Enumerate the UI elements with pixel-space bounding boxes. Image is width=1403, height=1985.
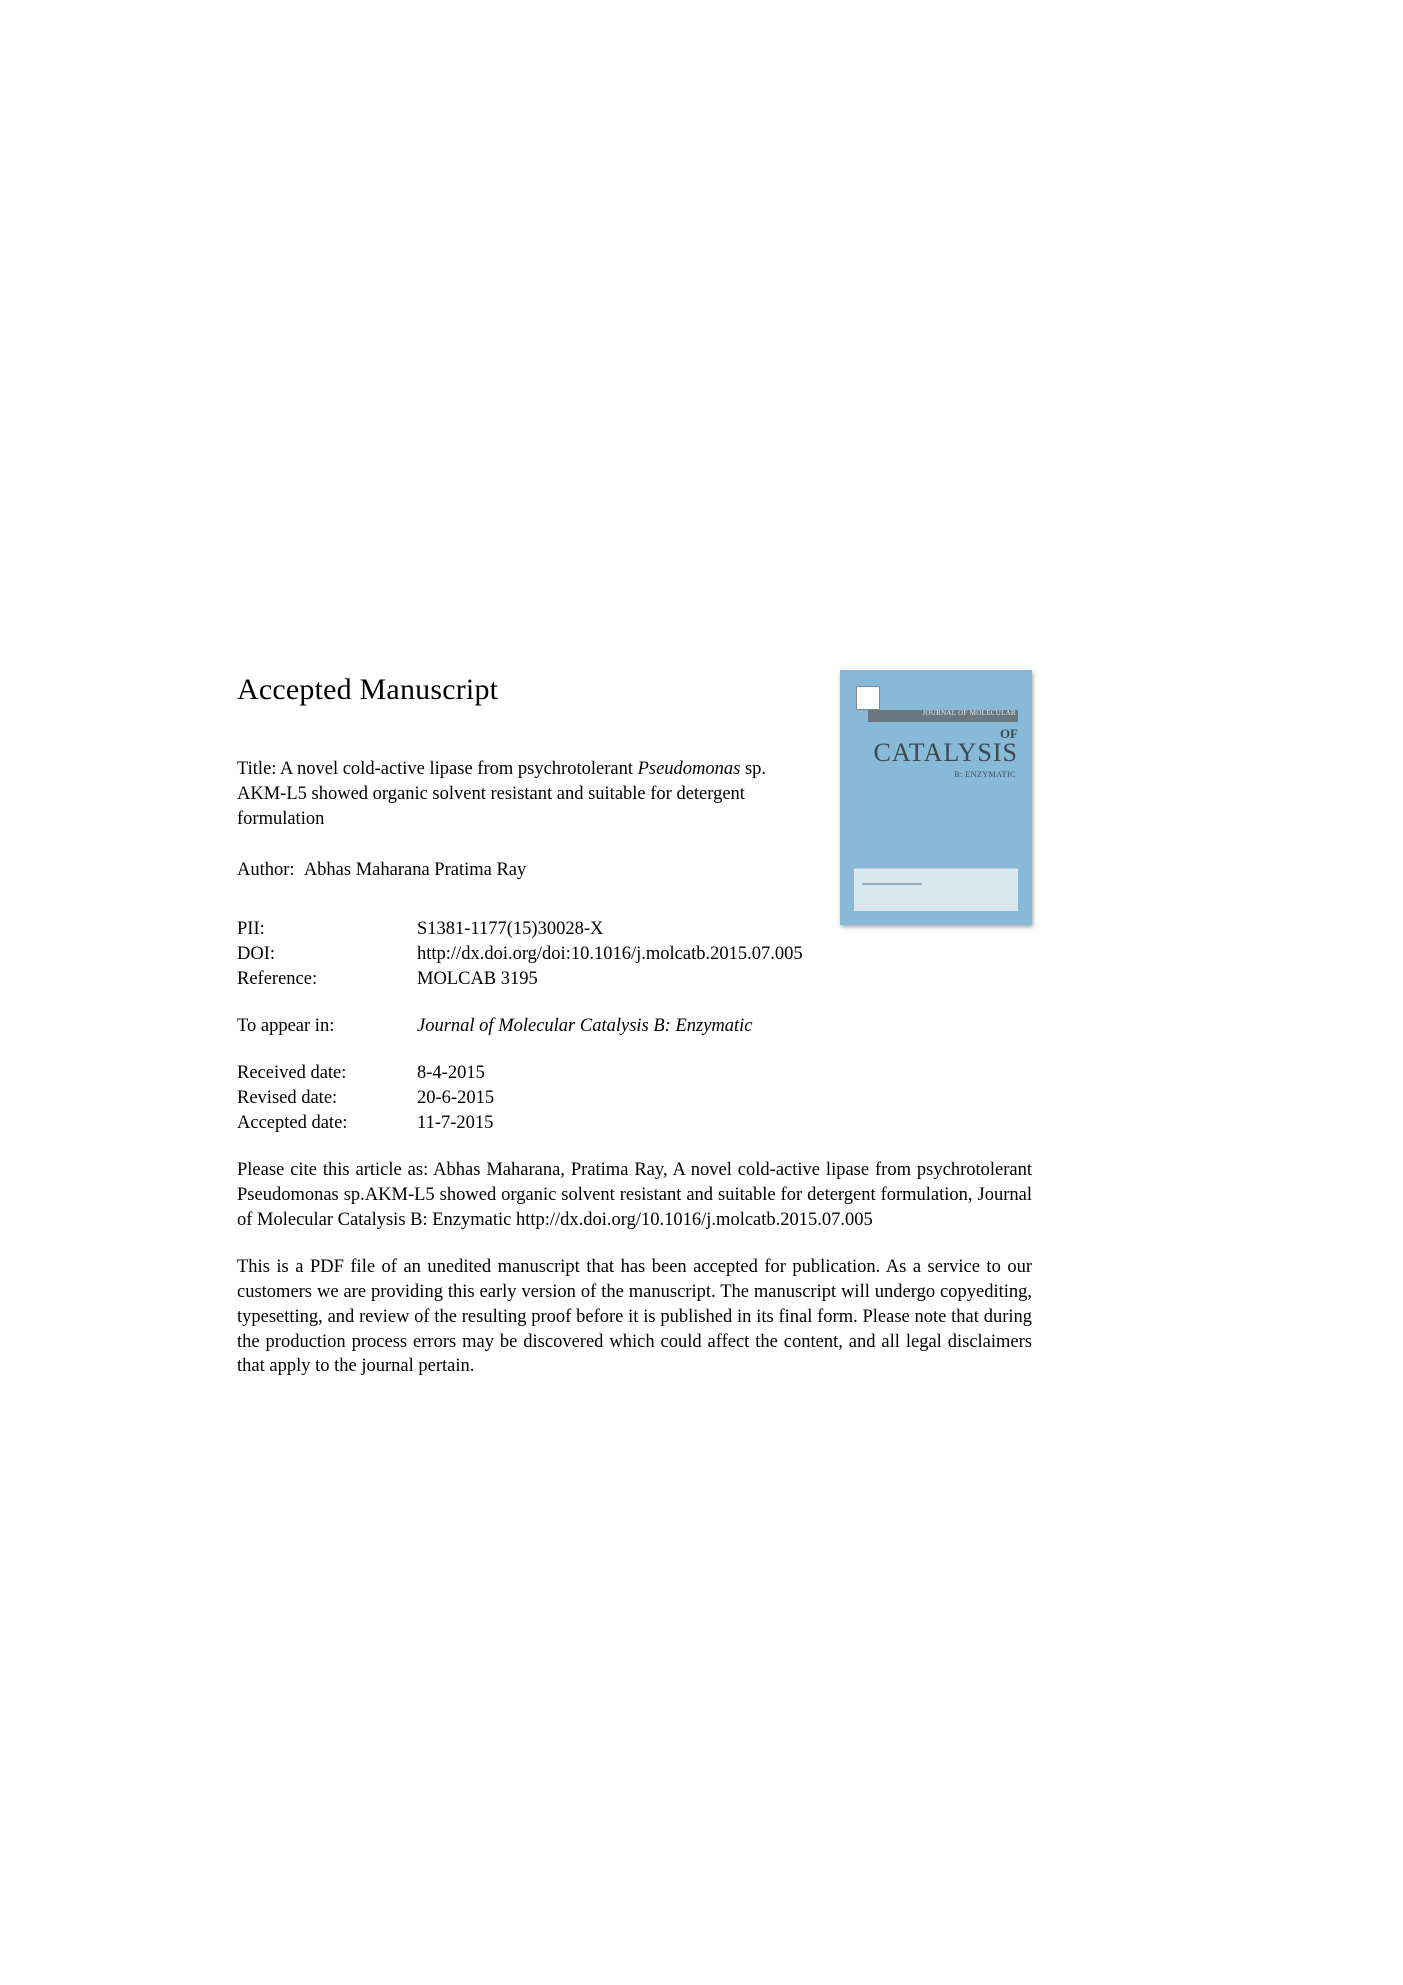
title-prefix: Title: A novel cold-active lipase from p… [237, 759, 638, 779]
appear-in-row: To appear in: Journal of Molecular Catal… [237, 1014, 753, 1039]
received-label: Received date: [237, 1061, 417, 1086]
disclaimer-paragraph: This is a PDF file of an unedited manusc… [237, 1255, 1032, 1380]
received-value: 8-4-2015 [417, 1061, 494, 1086]
pii-label: PII: [237, 917, 417, 942]
identifier-block: PII: S1381-1177(15)30028-X DOI: http://d… [237, 917, 1032, 992]
dates-table: Received date: 8-4-2015 Revised date: 20… [237, 1061, 494, 1136]
author-line: Author: Abhas Maharana Pratima Ray [237, 860, 1032, 881]
accepted-row: Accepted date: 11-7-2015 [237, 1111, 494, 1136]
accepted-label: Accepted date: [237, 1111, 417, 1136]
author-names: Abhas Maharana Pratima Ray [304, 860, 526, 880]
revised-value: 20-6-2015 [417, 1086, 494, 1111]
doi-row: DOI: http://dx.doi.org/doi:10.1016/j.mol… [237, 942, 803, 967]
doi-label: DOI: [237, 942, 417, 967]
author-label: Author: [237, 860, 295, 880]
doi-value: http://dx.doi.org/doi:10.1016/j.molcatb.… [417, 942, 803, 967]
identifier-table: PII: S1381-1177(15)30028-X DOI: http://d… [237, 917, 803, 992]
reference-row: Reference: MOLCAB 3195 [237, 967, 803, 992]
pii-row: PII: S1381-1177(15)30028-X [237, 917, 803, 942]
page: JOURNAL OF MOLECULAR OF CATALYSIS B: ENZ… [0, 0, 1403, 1985]
received-row: Received date: 8-4-2015 [237, 1061, 494, 1086]
appear-in-label: To appear in: [237, 1014, 417, 1039]
accepted-manuscript-heading: Accepted Manuscript [237, 673, 1032, 707]
revised-row: Revised date: 20-6-2015 [237, 1086, 494, 1111]
manuscript-content: Accepted Manuscript Title: A novel cold-… [237, 673, 1032, 1401]
reference-label: Reference: [237, 967, 417, 992]
appear-in-journal: Journal of Molecular Catalysis B: Enzyma… [417, 1014, 753, 1039]
reference-value: MOLCAB 3195 [417, 967, 803, 992]
title-italic-genus: Pseudomonas [638, 759, 741, 779]
pii-value: S1381-1177(15)30028-X [417, 917, 803, 942]
article-title: Title: A novel cold-active lipase from p… [237, 757, 777, 832]
appear-in-block: To appear in: Journal of Molecular Catal… [237, 1014, 1032, 1039]
accepted-value: 11-7-2015 [417, 1111, 494, 1136]
appear-in-table: To appear in: Journal of Molecular Catal… [237, 1014, 753, 1039]
citation-paragraph: Please cite this article as: Abhas Mahar… [237, 1158, 1032, 1233]
dates-block: Received date: 8-4-2015 Revised date: 20… [237, 1061, 1032, 1136]
revised-label: Revised date: [237, 1086, 417, 1111]
